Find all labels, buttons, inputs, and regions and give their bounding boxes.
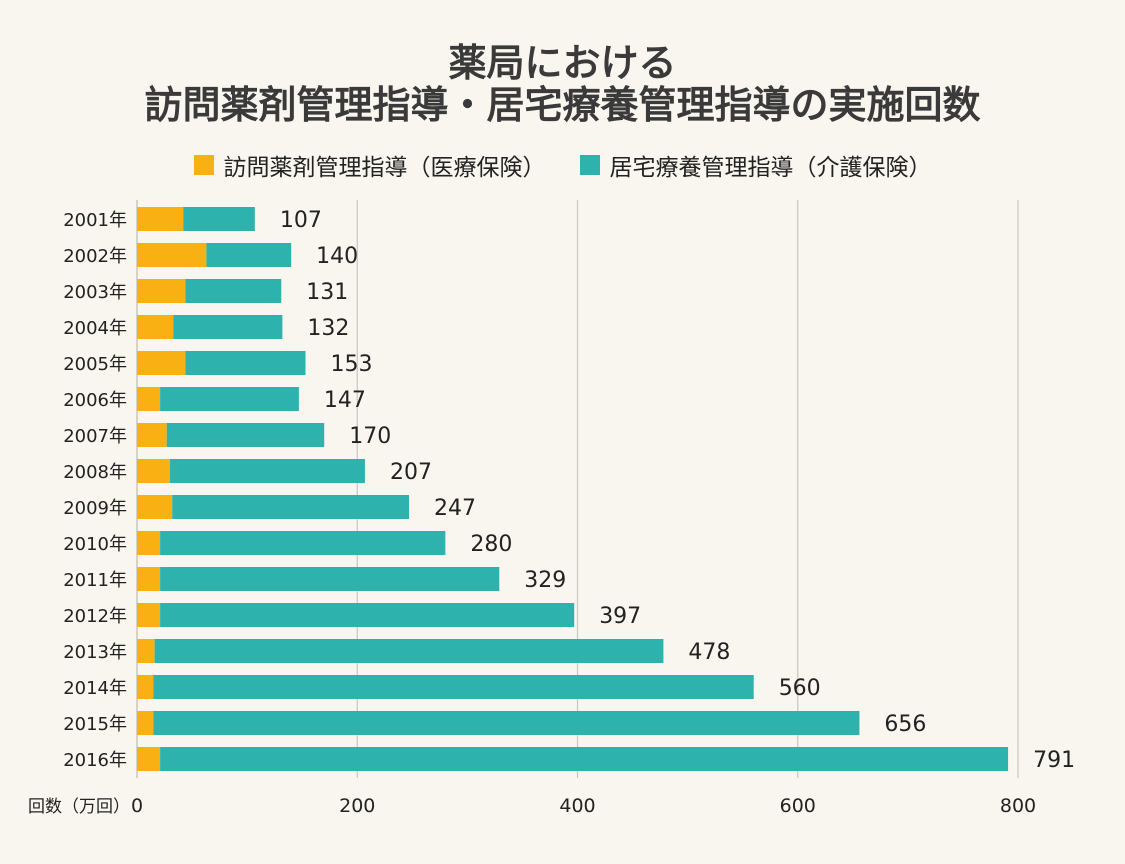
data-label-total-5: 147 [324,388,366,413]
bar-medical-15 [137,747,161,771]
legend-label-care: 居宅療養管理指導（介護保険） [609,155,932,181]
legend-swatch-care [579,155,600,175]
x-tick-label-600: 600 [780,795,816,817]
x-tick-label-400: 400 [559,795,595,817]
category-label-4: 2005年 [63,354,127,375]
data-label-total-8: 247 [434,496,476,521]
bar-care-14 [153,711,860,735]
category-label-15: 2016年 [63,750,127,771]
legend-item-care: 居宅療養管理指導（介護保険） [579,148,932,182]
bar-medical-13 [137,675,154,699]
chart-title-line-2: 訪問薬剤管理指導・居宅療養管理指導の実施回数 [144,83,981,127]
data-label-total-0: 107 [280,208,322,233]
category-label-3: 2004年 [63,318,127,339]
bar-care-2 [185,279,282,303]
bar-medical-9 [137,531,161,555]
data-label-total-7: 207 [390,460,432,485]
bar-care-8 [172,495,410,519]
category-label-0: 2001年 [63,210,127,231]
bar-care-6 [166,423,325,447]
bar-care-5 [160,387,299,411]
bar-care-12 [154,639,664,663]
bar-medical-2 [137,279,186,303]
category-label-7: 2008年 [63,462,127,483]
data-label-total-12: 478 [688,640,730,665]
bar-medical-1 [137,243,207,267]
category-label-13: 2014年 [63,678,127,699]
bar-care-1 [206,243,292,267]
bar-medical-7 [137,459,171,483]
bar-medical-12 [137,639,155,663]
bar-care-4 [185,351,306,375]
data-label-total-3: 132 [307,316,349,341]
category-label-2: 2003年 [63,282,127,303]
legend: 訪問薬剤管理指導（医療保険） 居宅療養管理指導（介護保険） [0,148,1125,182]
data-label-total-2: 131 [306,280,348,305]
data-label-total-14: 656 [884,712,926,737]
data-label-total-9: 280 [470,532,512,557]
bar-medical-6 [137,423,167,447]
category-label-12: 2013年 [63,642,127,663]
x-axis-label: 回数（万回） [28,797,130,817]
category-label-1: 2002年 [63,246,127,267]
data-label-total-1: 140 [316,244,358,269]
x-tick-label-800: 800 [1000,795,1036,817]
bar-care-9 [160,531,446,555]
bar-care-7 [170,459,365,483]
bar-care-13 [153,675,754,699]
bar-medical-0 [137,207,184,231]
category-label-5: 2006年 [63,390,127,411]
category-label-14: 2015年 [63,714,127,735]
data-label-total-13: 560 [779,676,821,701]
bar-medical-4 [137,351,186,375]
data-label-total-11: 397 [599,604,641,629]
bar-care-0 [183,207,255,231]
chart-title-line-1: 薬局における [448,41,677,85]
bar-medical-14 [137,711,154,735]
category-label-6: 2007年 [63,426,127,447]
x-tick-label-200: 200 [339,795,375,817]
data-label-total-4: 153 [330,352,372,377]
data-label-total-6: 170 [349,424,391,449]
bar-medical-11 [137,603,161,627]
bar-medical-5 [137,387,161,411]
category-label-10: 2011年 [63,570,127,591]
data-label-total-10: 329 [524,568,566,593]
data-label-total-15: 791 [1033,748,1075,773]
category-label-8: 2009年 [63,498,127,519]
legend-label-medical: 訪問薬剤管理指導（医療保険） [223,155,546,181]
bar-medical-10 [137,567,161,591]
legend-swatch-medical [193,155,214,175]
bar-care-3 [173,315,283,339]
bar-medical-8 [137,495,173,519]
bar-medical-3 [137,315,174,339]
legend-item-medical: 訪問薬剤管理指導（医療保険） [193,148,546,182]
bar-care-15 [160,747,1009,771]
category-label-11: 2012年 [63,606,127,627]
bar-care-11 [160,603,575,627]
bar-care-10 [160,567,500,591]
x-tick-label-0: 0 [131,795,143,817]
category-label-9: 2010年 [63,534,127,555]
